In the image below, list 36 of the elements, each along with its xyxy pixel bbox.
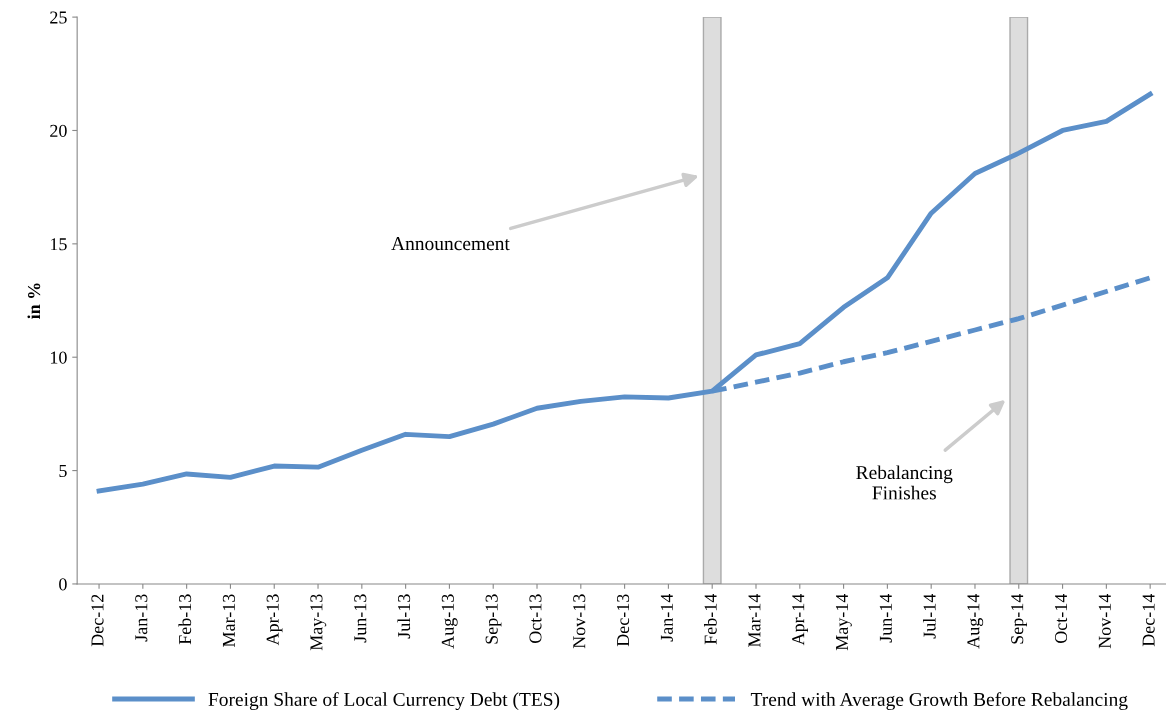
x-tick-label: Nov-13 [573,594,586,649]
x-tick-label: Jun-14 [879,593,892,643]
x-tick-label: Feb-14 [704,593,717,645]
x-tick-label: Jul-14 [923,593,936,639]
annotation: Announcement [391,237,510,251]
x-tick-label: May-13 [310,594,327,651]
x-tick-label: Dec-14 [1142,593,1155,647]
y-tick-label: 10 [50,351,67,364]
x-tick-label: Oct-14 [1054,593,1068,644]
x-tick-label: Mar-13 [222,594,235,647]
x-tick-label: Sep-13 [485,594,502,644]
y-tick-label: 20 [50,124,67,137]
x-tick-label: Feb-13 [178,594,192,645]
annotation: Rebalancing Finishes [856,465,953,500]
x-tick-label: Aug-13 [441,594,458,649]
y-tick-label: 0 [59,578,67,591]
y-tick-label: 25 [50,11,67,24]
y-axis-title: in % [27,283,41,319]
y-tick-label: 15 [50,238,67,251]
legend-label: Foreign Share of Local Currency Debt (TES) [208,692,560,711]
x-tick-label: Dec-13 [616,594,630,647]
x-tick-label: Jun-13 [354,594,367,643]
x-tick-label: Oct-13 [529,594,542,644]
x-tick-label: Nov-14 [1098,593,1111,649]
x-tick-label: Mar-14 [748,593,761,647]
x-tick-label: Aug-14 [967,593,984,649]
x-tick-label: Sep-14 [1011,593,1027,644]
x-tick-label: Jul-13 [397,594,411,639]
x-tick-label: Dec-12 [91,594,104,647]
x-tick-label: Jan-14 [660,593,673,642]
x-tick-label: May-14 [835,593,852,651]
x-tick-label: Apr-13 [266,594,283,646]
y-tick-label: 5 [59,465,67,478]
legend-label: Trend with Average Growth Before Rebalancing [750,692,1128,711]
x-tick-label: Jan-13 [135,594,148,642]
x-tick-label: Apr-14 [792,593,808,646]
